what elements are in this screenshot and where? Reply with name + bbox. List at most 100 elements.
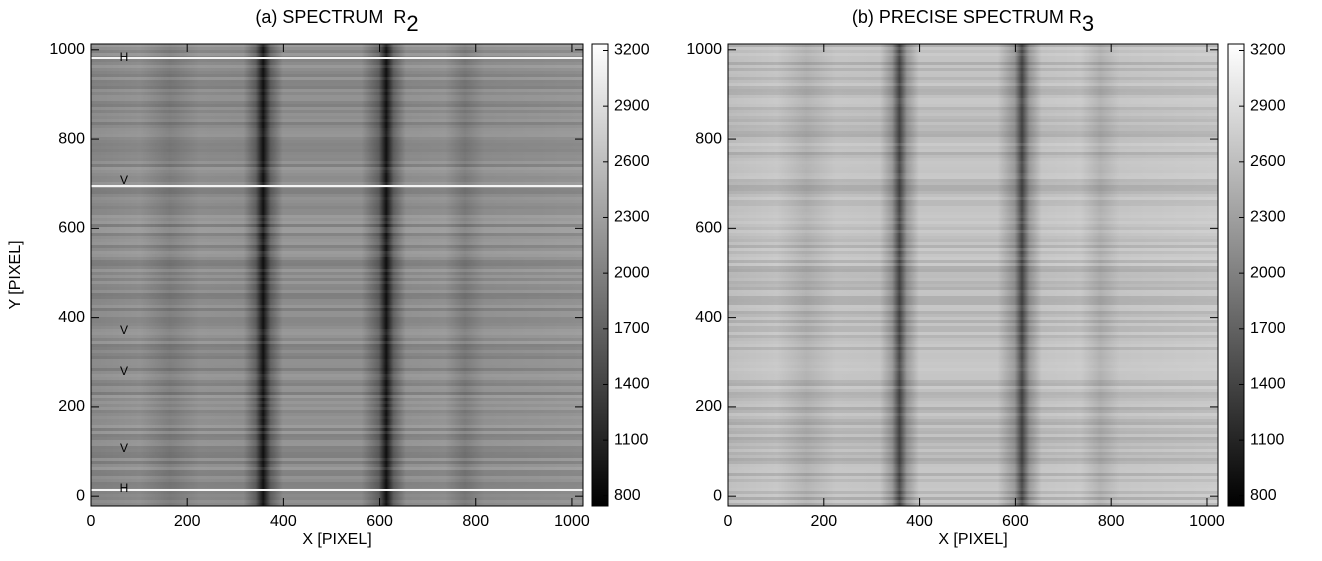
image-stripe: [728, 341, 1218, 344]
image-stripe: [728, 53, 1218, 56]
y-tick-label: 400: [58, 309, 85, 326]
colorbar-tick-label: 1400: [614, 376, 650, 393]
image-stripe: [91, 44, 583, 47]
image-stripe: [728, 281, 1218, 284]
image-stripe: [728, 410, 1218, 413]
image-stripe: [91, 323, 583, 326]
image-stripe: [728, 332, 1218, 335]
image-stripe: [728, 110, 1218, 113]
image-stripe: [728, 89, 1218, 92]
x-tick-label: 600: [366, 513, 393, 530]
annotation: V: [120, 173, 128, 187]
image-stripe: [728, 173, 1218, 176]
image-stripe: [91, 368, 583, 371]
image-stripe: [728, 359, 1218, 362]
image-stripe: [91, 161, 583, 164]
plot-frame: [727, 43, 1219, 507]
image-stripe: [728, 260, 1218, 263]
image-stripe: [91, 230, 583, 233]
image-stripe: [728, 74, 1218, 77]
image-stripe: [728, 131, 1218, 134]
image-stripe: [728, 485, 1218, 488]
image-stripe: [91, 236, 583, 239]
image-stripe: [91, 356, 583, 359]
image-stripe: [91, 251, 583, 254]
image-stripe: [91, 215, 583, 218]
image-stripe: [91, 311, 583, 314]
chart-title: (a) SPECTRUM R2: [255, 7, 418, 36]
x-tick-label: 1000: [1189, 513, 1225, 530]
image-stripe: [91, 422, 583, 425]
image-stripe: [728, 278, 1218, 281]
image-stripe: [91, 464, 583, 467]
image-stripe: [728, 311, 1218, 314]
image-stripe: [728, 245, 1218, 248]
image-stripe: [728, 407, 1218, 410]
image-stripe: [91, 425, 583, 428]
image-stripe: [91, 359, 583, 362]
image-stripe: [91, 473, 583, 476]
image-background: [91, 44, 583, 506]
image-stripe: [728, 230, 1218, 233]
colorbar-tick-label: 3200: [614, 42, 650, 59]
image-stripe: [91, 377, 583, 380]
image-stripe: [91, 140, 583, 143]
spectrum-image: [728, 44, 1218, 506]
image-stripe: [91, 53, 583, 56]
y-tick-label: 200: [58, 398, 85, 415]
image-stripe: [728, 92, 1218, 95]
image-stripe: [728, 419, 1218, 422]
y-tick-label: 1000: [686, 41, 722, 58]
y-tick-label: 800: [695, 130, 722, 147]
image-stripe: [91, 272, 583, 275]
image-stripe: [91, 329, 583, 332]
plot-frame: [90, 43, 584, 507]
image-stripe: [728, 224, 1218, 227]
image-stripe: [728, 326, 1218, 329]
colorbar-tick-label: 2600: [614, 153, 650, 170]
x-axis-label: X [PIXEL]: [938, 531, 1007, 548]
image-stripe: [91, 248, 583, 251]
image-stripe: [728, 500, 1218, 503]
y-tick-label: 1000: [49, 41, 85, 58]
image-stripe: [91, 227, 583, 230]
image-stripe: [728, 86, 1218, 89]
image-stripe: [91, 50, 583, 53]
image-stripe: [728, 179, 1218, 182]
image-stripe: [91, 317, 583, 320]
x-tick-label: 0: [87, 513, 96, 530]
image-stripe: [728, 320, 1218, 323]
image-stripe: [91, 467, 583, 470]
image-stripe: [728, 308, 1218, 311]
image-stripe: [728, 428, 1218, 431]
image-stripe: [91, 221, 583, 224]
image-stripe: [91, 428, 583, 431]
image-stripe: [91, 365, 583, 368]
y-axis-label: Y [PIXEL]: [7, 240, 24, 309]
image-stripe: [91, 431, 583, 434]
image-stripe: [91, 452, 583, 455]
image-stripe: [728, 164, 1218, 167]
colorbar-tick-label: 2300: [614, 209, 650, 226]
image-stripe: [91, 482, 583, 485]
image-stripe: [728, 197, 1218, 200]
image-stripe: [728, 443, 1218, 446]
image-stripe: [91, 395, 583, 398]
image-stripe: [728, 446, 1218, 449]
image-stripe: [91, 209, 583, 212]
image-stripe: [91, 107, 583, 110]
image-stripe: [728, 293, 1218, 296]
annotation: H: [120, 481, 129, 495]
x-tick-label: 200: [174, 513, 201, 530]
image-stripe: [728, 146, 1218, 149]
image-stripe: [91, 269, 583, 272]
image-stripe: [91, 263, 583, 266]
image-stripe: [91, 179, 583, 182]
chart-title: (b) PRECISE SPECTRUM R3: [852, 7, 1094, 36]
image-stripe: [91, 479, 583, 482]
image-stripe: [91, 350, 583, 353]
image-stripe: [728, 413, 1218, 416]
image-stripe: [91, 476, 583, 479]
image-stripe: [728, 404, 1218, 407]
colorbar-tick-label: 1700: [1250, 320, 1286, 337]
